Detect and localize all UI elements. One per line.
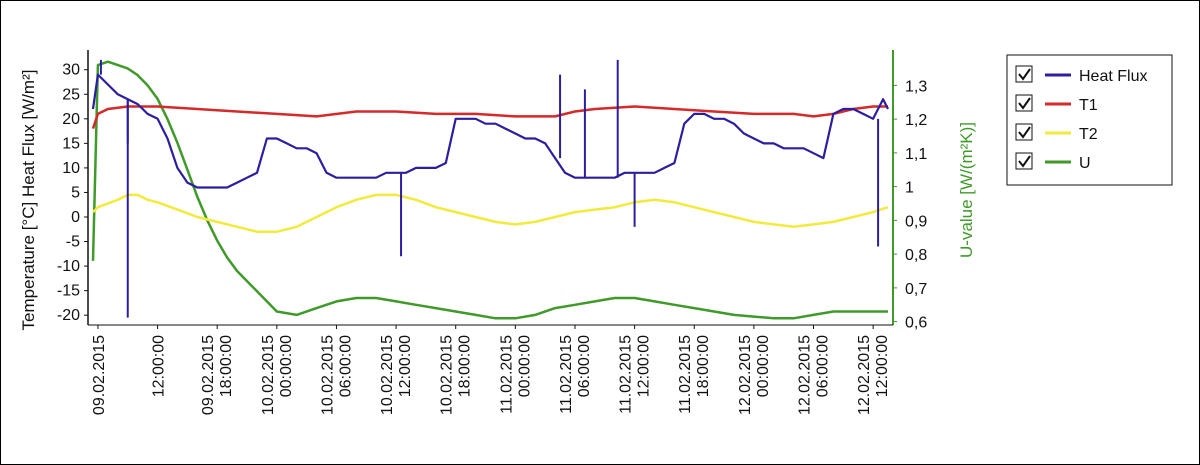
series-line-t1	[91, 105, 888, 129]
series-line-heat-flux	[91, 73, 889, 189]
x-tick-label-group: 10.02.2015 12:00:00	[379, 335, 414, 415]
y-left-tick-label: 0	[71, 209, 80, 226]
x-tick-label-line2: 00:00:00	[516, 335, 533, 397]
x-tick-label-line2: 18:00:00	[695, 335, 712, 397]
x-tick-label-line1: 12.02.2015	[737, 335, 754, 415]
x-tick-label-line2: 12:00:00	[636, 335, 653, 397]
legend-label: Heat Flux	[1079, 68, 1147, 85]
y-left-tick-label: 25	[62, 86, 80, 103]
y-right-tick-label: 1,1	[905, 146, 927, 163]
x-tick-label-line2: 00:00:00	[755, 335, 772, 397]
x-tick-label-line1: 09.02.2015	[200, 335, 217, 415]
x-tick-label-line1: 10.02.2015	[439, 335, 456, 415]
y-right-tick-label: 0,7	[905, 281, 927, 298]
y-right-tick-label: 1,2	[905, 112, 927, 129]
x-tick-label-line1: 11.02.2015	[677, 335, 694, 414]
x-tick-label-line2: 06:00:00	[814, 335, 831, 397]
x-tick-label-line2: 18:00:00	[457, 335, 474, 397]
y-left-tick-label: 15	[62, 135, 80, 152]
checkmark-icon	[1018, 68, 1031, 81]
x-tick-label-line1: 12.02.2015	[856, 335, 873, 415]
legend-label: U	[1079, 155, 1091, 172]
y-left-tick-label: -15	[57, 283, 80, 300]
x-tick-label-line1: 11.02.2015	[558, 335, 575, 414]
legend-label: T2	[1079, 126, 1098, 143]
y-left-tick-label: -5	[66, 234, 80, 251]
x-tick-label-group: 10.02.2015 06:00:00	[319, 335, 354, 415]
checkmark-icon	[1018, 126, 1031, 139]
x-tick-label-line2: 12:00:00	[397, 335, 414, 397]
x-tick-label-line2: 18:00:00	[218, 335, 235, 397]
legend-checkbox-heat-flux[interactable]	[1015, 65, 1033, 83]
y-right-tick-label: 0,6	[905, 315, 927, 332]
checkmark-icon	[1018, 155, 1031, 168]
x-tick-label-group: 11.02.2015 06:00:00	[558, 335, 593, 414]
x-tick-label-group: 11.02.2015 00:00:00	[498, 335, 533, 414]
x-tick-label-line1: 10.02.2015	[260, 335, 277, 415]
x-tick-label-line2: 06:00:00	[576, 335, 593, 397]
y-left-tick-label: -20	[57, 307, 80, 324]
x-tick-label-group: 12.02.2015 06:00:00	[796, 335, 831, 415]
x-tick-label-group: 11.02.2015 18:00:00	[677, 335, 712, 414]
x-tick-label-group: 12.02.2015 12:00:00	[856, 335, 891, 415]
x-tick-label-line1: 10.02.2015	[379, 335, 396, 415]
x-tick-label-group: 10.02.2015 00:00:00	[260, 335, 295, 415]
x-tick-label-line2: 06:00:00	[337, 335, 354, 397]
x-tick-label-line2: 00:00:00	[278, 335, 295, 397]
legend-checkbox-u[interactable]	[1015, 152, 1033, 170]
checkmark-icon	[1018, 97, 1031, 110]
x-tick-label-group: 09.02.2015 18:00:00	[200, 335, 235, 415]
series-line-u	[91, 60, 888, 320]
x-tick-label: 09.02.2015	[91, 335, 108, 415]
y-left-tick-label: 10	[62, 160, 80, 177]
x-tick-label-group: 12.02.2015 00:00:00	[737, 335, 772, 415]
x-tick-label: 12:00:00	[151, 335, 168, 397]
legend-label: T1	[1079, 97, 1098, 114]
y-right-tick-label: 1,3	[905, 78, 927, 95]
legend-checkbox-t2[interactable]	[1015, 123, 1033, 141]
x-tick-label-line1: 11.02.2015	[498, 335, 515, 414]
x-tick-label-line1: 12.02.2015	[796, 335, 813, 415]
x-tick-label-line1: 11.02.2015	[618, 335, 635, 414]
legend-box	[1006, 54, 1173, 186]
y-right-axis-title: U-value [W/(m²K)]	[957, 122, 976, 258]
y-right-tick-label: 0,8	[905, 247, 927, 264]
y-left-tick-label: -10	[57, 258, 80, 275]
x-tick-label-line1: 10.02.2015	[319, 335, 336, 415]
legend-checkbox-t1[interactable]	[1015, 94, 1033, 112]
y-right-tick-label: 0,9	[905, 213, 927, 230]
y-left-tick-label: 30	[62, 62, 80, 79]
y-left-axis-title: Temperature [°C] Heat Flux [W/m²]	[19, 70, 38, 331]
y-left-tick-label: 20	[62, 111, 80, 128]
y-left-tick-label: 5	[71, 184, 80, 201]
x-tick-label-group: 10.02.2015 18:00:00	[439, 335, 474, 415]
x-tick-label-group: 11.02.2015 12:00:00	[618, 335, 653, 414]
x-tick-label-group: 12:00:00	[151, 335, 168, 397]
series-line-t2	[92, 193, 889, 233]
x-tick-label-group: 09.02.2015	[91, 335, 108, 415]
y-right-tick-label: 1	[905, 180, 914, 197]
x-tick-label-line2: 12:00:00	[874, 335, 891, 397]
